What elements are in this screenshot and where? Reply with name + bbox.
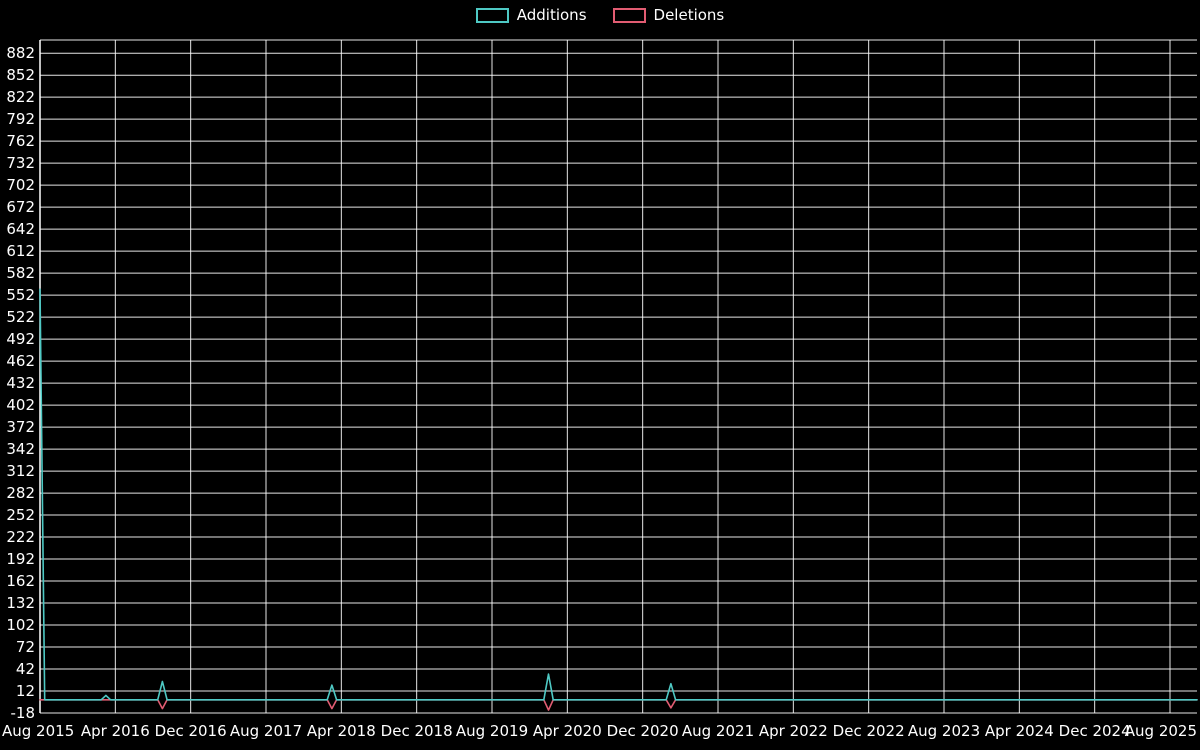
svg-text:162: 162	[6, 572, 35, 590]
svg-text:Aug 2023: Aug 2023	[908, 722, 980, 740]
svg-text:732: 732	[6, 154, 35, 172]
svg-text:852: 852	[6, 66, 35, 84]
svg-text:672: 672	[6, 198, 35, 216]
svg-text:552: 552	[6, 286, 35, 304]
additions-swatch-icon	[475, 8, 509, 23]
svg-text:492: 492	[6, 330, 35, 348]
svg-text:822: 822	[6, 88, 35, 106]
svg-text:Aug 2017: Aug 2017	[230, 722, 302, 740]
legend-item-deletions[interactable]: Deletions	[612, 6, 725, 24]
svg-text:522: 522	[6, 308, 35, 326]
svg-text:882: 882	[6, 44, 35, 62]
svg-text:432: 432	[6, 374, 35, 392]
svg-text:Apr 2024: Apr 2024	[985, 722, 1054, 740]
svg-text:Apr 2018: Apr 2018	[307, 722, 376, 740]
svg-text:102: 102	[6, 616, 35, 634]
svg-text:342: 342	[6, 440, 35, 458]
deletions-label: Deletions	[653, 6, 725, 24]
svg-text:Apr 2020: Apr 2020	[533, 722, 602, 740]
svg-text:42: 42	[16, 660, 35, 678]
svg-text:Dec 2022: Dec 2022	[833, 722, 905, 740]
svg-text:Aug 2015: Aug 2015	[2, 722, 74, 740]
svg-text:12: 12	[16, 682, 35, 700]
svg-text:Aug 2025: Aug 2025	[1125, 722, 1197, 740]
chart-legend: Additions Deletions	[0, 8, 1200, 23]
svg-text:402: 402	[6, 396, 35, 414]
svg-text:Apr 2022: Apr 2022	[759, 722, 828, 740]
svg-text:312: 312	[6, 462, 35, 480]
svg-text:Dec 2024: Dec 2024	[1059, 722, 1131, 740]
svg-text:132: 132	[6, 594, 35, 612]
svg-text:612: 612	[6, 242, 35, 260]
svg-text:222: 222	[6, 528, 35, 546]
legend-item-additions[interactable]: Additions	[475, 6, 587, 24]
svg-text:Aug 2019: Aug 2019	[456, 722, 528, 740]
svg-text:Dec 2016: Dec 2016	[155, 722, 227, 740]
svg-text:462: 462	[6, 352, 35, 370]
svg-text:762: 762	[6, 132, 35, 150]
svg-text:582: 582	[6, 264, 35, 282]
svg-text:Dec 2018: Dec 2018	[381, 722, 453, 740]
svg-text:-18: -18	[11, 704, 36, 722]
svg-text:372: 372	[6, 418, 35, 436]
svg-text:Aug 2021: Aug 2021	[682, 722, 754, 740]
svg-text:282: 282	[6, 484, 35, 502]
svg-text:642: 642	[6, 220, 35, 238]
svg-text:Apr 2016: Apr 2016	[81, 722, 150, 740]
svg-text:792: 792	[6, 110, 35, 128]
svg-text:192: 192	[6, 550, 35, 568]
svg-text:Dec 2020: Dec 2020	[607, 722, 679, 740]
deletions-swatch-icon	[612, 8, 646, 23]
svg-text:72: 72	[16, 638, 35, 656]
additions-label: Additions	[516, 6, 587, 24]
svg-text:252: 252	[6, 506, 35, 524]
svg-text:702: 702	[6, 176, 35, 194]
